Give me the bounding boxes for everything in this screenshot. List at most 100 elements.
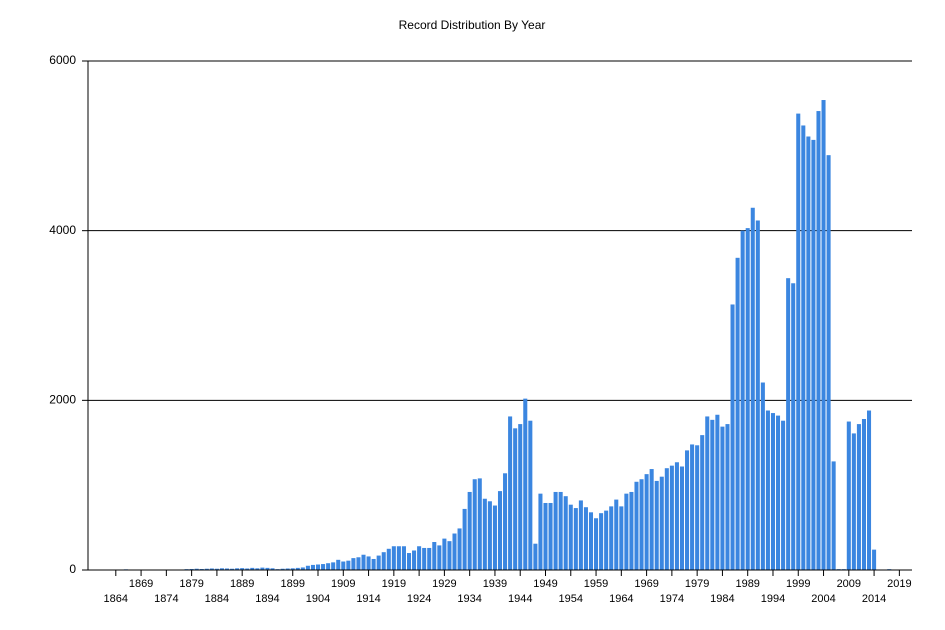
x-tick-label: 1944 (508, 593, 532, 605)
bar (664, 468, 669, 570)
x-tick-label: 1939 (483, 578, 507, 590)
bar (553, 491, 558, 570)
bar (472, 479, 477, 570)
bar (442, 538, 447, 570)
bar (826, 155, 831, 571)
bar (518, 424, 523, 570)
bar (376, 555, 381, 570)
x-tick-label: 1999 (786, 578, 810, 590)
bar (781, 420, 786, 570)
bar (235, 568, 240, 570)
bar (639, 479, 644, 570)
y-tick-label: 4000 (49, 223, 76, 237)
bar (351, 558, 356, 570)
bar (356, 557, 361, 570)
x-tick-label: 1869 (129, 578, 153, 590)
bar (240, 568, 245, 570)
bar (341, 561, 346, 570)
x-tick-label: 1959 (584, 578, 608, 590)
bar (573, 508, 578, 570)
bar (867, 410, 872, 570)
bar (523, 398, 528, 570)
bar (305, 565, 310, 570)
bar (568, 504, 573, 570)
x-tick-label: 1989 (735, 578, 759, 590)
bar (710, 419, 715, 570)
x-tick-label: 1929 (432, 578, 456, 590)
bar (432, 542, 437, 570)
x-tick-label: 1974 (660, 593, 684, 605)
bar (578, 500, 583, 570)
x-tick-label: 2009 (837, 578, 861, 590)
x-tick-label: 1889 (230, 578, 254, 590)
bar (760, 382, 765, 570)
bar (260, 567, 265, 570)
x-tick-label: 1919 (382, 578, 406, 590)
bar (492, 505, 497, 570)
x-tick-label: 1909 (331, 578, 355, 590)
y-tick-label: 6000 (49, 53, 76, 67)
bar (745, 228, 750, 570)
bar (422, 547, 427, 570)
bar (487, 501, 492, 570)
bar (801, 125, 806, 571)
bar (209, 568, 214, 570)
bar (543, 502, 548, 570)
y-tick-label: 2000 (49, 393, 76, 407)
bar (861, 418, 866, 570)
x-tick-label: 1979 (685, 578, 709, 590)
bar (558, 491, 563, 570)
bar (695, 445, 700, 570)
x-tick-label: 2014 (862, 593, 886, 605)
x-tick-label: 1964 (609, 593, 633, 605)
x-tick-label: 2004 (811, 593, 835, 605)
bar (194, 568, 199, 570)
bar (371, 558, 376, 570)
bar (619, 506, 624, 570)
bar (770, 413, 776, 570)
bar (816, 111, 821, 570)
bar (791, 283, 796, 570)
bar (588, 512, 594, 570)
bar (452, 533, 457, 570)
bar (599, 513, 604, 570)
chart-title: Record Distribution By Year (399, 18, 546, 32)
bar (649, 469, 654, 570)
bar (315, 564, 321, 570)
bar (674, 462, 679, 570)
bar (659, 476, 664, 570)
bar (265, 567, 270, 570)
bar (310, 564, 315, 570)
bar (189, 568, 194, 570)
bar (806, 136, 811, 571)
bar (366, 556, 371, 570)
bar (250, 567, 255, 570)
bar (533, 543, 538, 570)
x-tick-label: 1894 (255, 593, 279, 605)
bar (725, 424, 730, 570)
bar (740, 230, 745, 570)
bar (644, 474, 649, 570)
bar (437, 545, 442, 570)
bar (583, 507, 588, 570)
bar (270, 568, 275, 570)
x-tick-label: 1904 (306, 593, 330, 605)
x-tick-label: 2019 (887, 578, 911, 590)
bar (720, 426, 725, 570)
bar (705, 416, 710, 570)
bar (290, 568, 295, 570)
bar (831, 461, 836, 570)
x-tick-label: 1874 (154, 593, 178, 605)
bar (230, 568, 235, 570)
bar (482, 498, 487, 570)
x-tick-label: 1879 (179, 578, 203, 590)
bar (786, 278, 791, 570)
bar (326, 563, 331, 570)
bar (730, 304, 735, 570)
bar (690, 444, 695, 570)
bar (528, 420, 533, 570)
bar (336, 559, 341, 570)
bar (386, 548, 391, 570)
bar (503, 473, 508, 570)
bar (321, 564, 326, 570)
